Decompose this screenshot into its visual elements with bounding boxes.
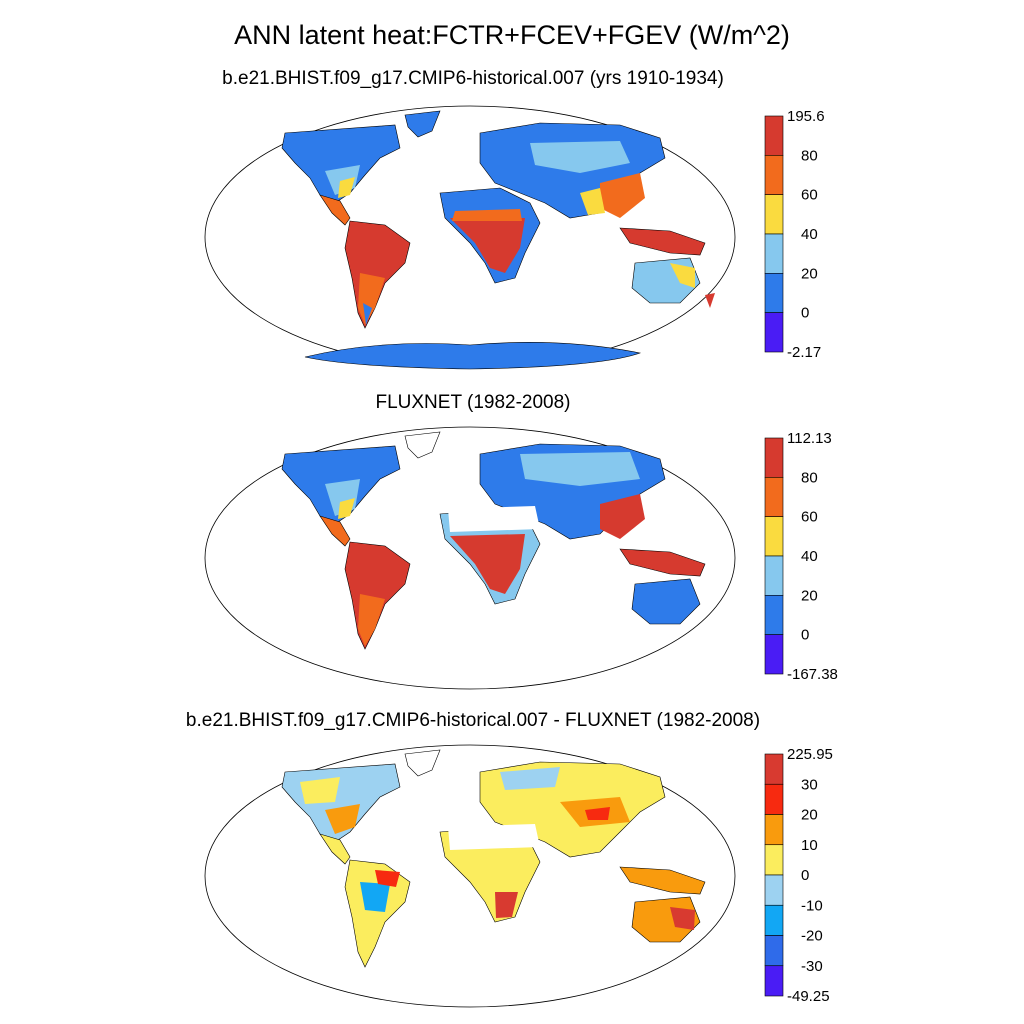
colorbar-swatch [764, 194, 784, 235]
colorbar-swatch [764, 814, 784, 846]
colorbar-label: -10 [801, 897, 823, 914]
colorbar-label: 112.13 [787, 430, 832, 447]
colorbar-swatch [764, 516, 784, 557]
colorbar-swatch [764, 115, 784, 156]
colorbar-swatch [764, 595, 784, 635]
colorbar-label: -167.38 [787, 666, 838, 683]
panel-3-subtitle: b.e21.BHIST.f09_g17.CMIP6-historical.007… [185, 710, 761, 731]
colorbar-swatch [764, 273, 784, 313]
colorbar-label: -30 [801, 958, 823, 975]
colorbar-swatch [764, 874, 784, 906]
colorbar-label: 80 [801, 469, 818, 486]
colorbar-label: 10 [801, 837, 818, 854]
colorbar-swatch [764, 783, 784, 815]
colorbar-swatch [764, 753, 784, 785]
panel-2-subtitle: FLUXNET (1982-2008) [375, 392, 571, 413]
figure-title: ANN latent heat:FCTR+FCEV+FGEV (W/m^2) [234, 20, 790, 50]
colorbar-label: -49.25 [787, 988, 830, 1005]
colorbar-label: 20 [801, 807, 818, 824]
panel-3-colorbar: 225.95 30 20 10 0 -10 -20 -30 -49.25 [764, 748, 833, 1005]
colorbar-swatch [764, 233, 784, 274]
colorbar-label: 60 [801, 509, 818, 526]
colorbar-label: 195.6 [787, 108, 825, 125]
colorbar-label: 40 [801, 548, 818, 565]
panel-2-colorbar: 112.13 80 60 40 20 0 -167.38 [764, 430, 838, 683]
colorbar-swatch [764, 935, 784, 967]
colorbar-swatch [764, 155, 784, 195]
colorbar-label: 0 [801, 867, 809, 884]
colorbar-swatch [764, 844, 784, 876]
panel-1-colorbar: 195.6 80 60 40 20 0 -2.17 [764, 108, 825, 361]
colorbar-label: 60 [801, 187, 818, 204]
colorbar-label: 225.95 [787, 748, 833, 763]
panel-2-map [204, 426, 736, 690]
colorbar-swatch [764, 477, 784, 517]
colorbar-label: 0 [801, 627, 809, 644]
colorbar-swatch [764, 634, 784, 675]
colorbar-label: 30 [801, 776, 818, 793]
panel-1-subtitle: b.e21.BHIST.f09_g17.CMIP6-historical.007… [222, 68, 724, 89]
colorbar-swatch [764, 965, 784, 997]
colorbar-label: 20 [801, 265, 818, 282]
colorbar-label: 0 [801, 305, 809, 322]
colorbar-swatch [764, 437, 784, 478]
colorbar-swatch [764, 312, 784, 353]
colorbar-label: -20 [801, 928, 823, 945]
colorbar-swatch [764, 904, 784, 936]
colorbar-swatch [764, 555, 784, 596]
panel-3-map [204, 744, 736, 1008]
colorbar-label: 40 [801, 226, 818, 243]
colorbar-label: 20 [801, 587, 818, 604]
panel-1-map [204, 105, 736, 370]
colorbar-label: -2.17 [787, 344, 821, 361]
colorbar-label: 80 [801, 147, 818, 164]
